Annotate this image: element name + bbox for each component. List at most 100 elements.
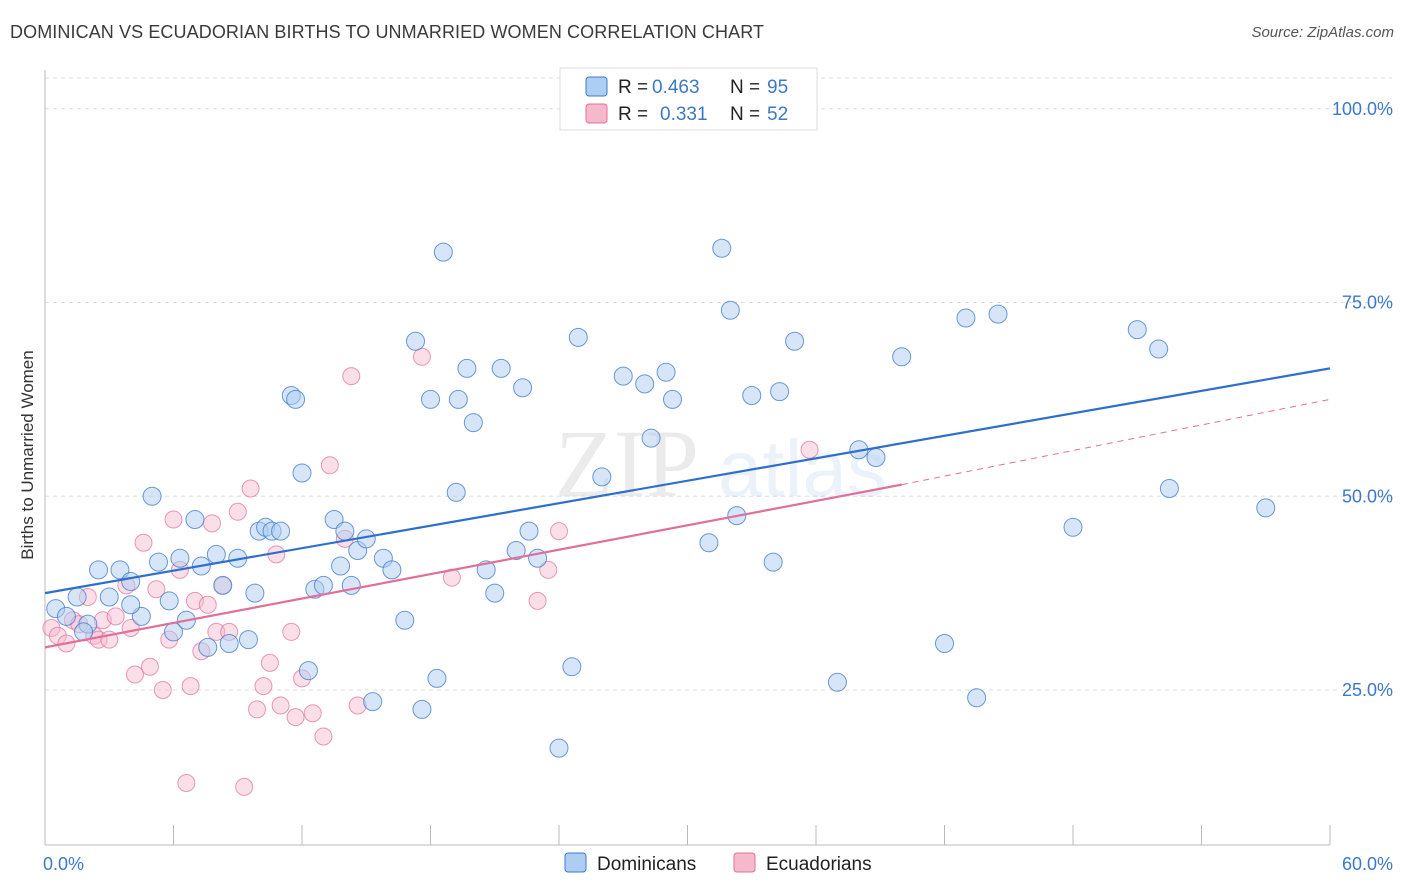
y-tick-label: 25.0%	[1342, 680, 1393, 700]
legend-n-value-2: 52	[767, 104, 788, 125]
ecuadorian-point	[800, 440, 819, 459]
dominican-point	[457, 358, 477, 378]
dominican-point	[446, 482, 466, 502]
ecuadorian-point	[106, 607, 125, 626]
dominican-point	[363, 692, 383, 712]
dominican-point	[245, 583, 265, 603]
ecuadorian-point	[320, 456, 339, 475]
ecuadorian-point	[314, 727, 333, 746]
ecuadorians-trend-line	[44, 483, 902, 649]
y-tick-label: 75.0%	[1342, 293, 1393, 313]
dominican-point	[406, 331, 426, 351]
bottom-legend-swatch-ecuadorians	[733, 852, 756, 873]
dominican-point	[463, 413, 483, 433]
legend-r-value-1: 0.463	[652, 77, 700, 98]
dominican-point	[1063, 517, 1083, 537]
bottom-legend-ecuadorians: Ecuadorians	[766, 854, 872, 875]
dominican-point	[1256, 498, 1276, 518]
ecuadorian-point	[260, 653, 279, 672]
dominican-point	[198, 637, 218, 657]
dominican-point	[1159, 479, 1179, 498]
bottom-legend: Dominicans Ecuadorians	[564, 852, 872, 875]
legend-swatch-dominicans	[585, 76, 608, 97]
dominican-point	[785, 331, 805, 351]
ecuadorian-point	[412, 347, 431, 366]
dominican-point	[956, 308, 976, 328]
dominican-point	[185, 510, 205, 529]
dominican-point	[159, 591, 179, 611]
dominican-point	[967, 688, 987, 708]
dominican-point	[213, 575, 233, 595]
dominican-point	[935, 634, 954, 653]
dominican-point	[238, 630, 258, 650]
ecuadorians-trend-extension	[901, 398, 1331, 486]
dominican-point	[1149, 339, 1169, 359]
ecuadorian-point	[153, 681, 172, 699]
y-tick-labels: 25.0% 50.0% 75.0% 100.0%	[1332, 99, 1393, 700]
ecuadorian-point	[342, 367, 361, 386]
dominican-point	[286, 389, 306, 409]
ecuadorian-point	[134, 533, 153, 552]
dominican-point	[699, 533, 719, 553]
bottom-legend-swatch-dominicans	[564, 852, 587, 873]
dominican-point	[513, 378, 533, 398]
dominican-point	[763, 552, 783, 572]
dominican-point	[720, 300, 740, 320]
dominican-point	[170, 548, 190, 568]
dominican-point	[506, 541, 526, 560]
ecuadorian-point	[286, 708, 305, 727]
dominican-point	[335, 521, 355, 541]
ecuadorian-point	[235, 777, 254, 796]
chart-title: DOMINICAN VS ECUADORIAN BIRTHS TO UNMARR…	[10, 22, 765, 42]
dominican-point	[142, 486, 162, 506]
watermark: ZIP atlas	[555, 410, 887, 517]
dominicans-trend-line	[44, 367, 1331, 595]
dominican-point	[395, 610, 415, 630]
dominican-point	[292, 463, 312, 483]
dominican-point	[549, 738, 569, 758]
dominican-point	[341, 575, 361, 595]
dominican-point	[613, 366, 633, 386]
watermark-atlas: atlas	[718, 424, 887, 513]
dominican-point	[656, 362, 676, 382]
dominican-point	[421, 389, 440, 409]
legend-r-label-1: R =	[618, 77, 648, 98]
dominican-point	[1127, 320, 1147, 340]
y-tick-label: 50.0%	[1342, 486, 1393, 506]
dominican-point	[433, 242, 453, 262]
legend-n-value-1: 95	[767, 77, 788, 98]
dominican-point	[313, 575, 333, 595]
dominican-point	[988, 304, 1008, 324]
legend: R = 0.463 N = 95 R = 0.331 N = 52	[559, 67, 818, 131]
dominican-point	[491, 358, 511, 378]
dominican-point	[562, 657, 582, 677]
ecuadorian-point	[241, 479, 260, 498]
legend-n-label-1: N =	[730, 77, 760, 98]
dominican-point	[770, 382, 790, 402]
dominican-point	[298, 661, 318, 681]
dominican-point	[149, 552, 169, 572]
dominican-point	[866, 448, 886, 467]
ecuadorian-point	[254, 677, 273, 696]
dominican-point	[412, 699, 432, 719]
ecuadorian-point	[125, 665, 144, 684]
ecuadorian-point	[539, 560, 558, 579]
ecuadorian-point	[147, 580, 166, 599]
dominican-point	[99, 587, 119, 607]
dominican-point	[663, 389, 683, 409]
dominican-point	[641, 428, 661, 448]
ecuadorian-point	[248, 700, 267, 719]
dominican-point	[331, 556, 351, 576]
legend-r-value-2: 0.331	[660, 104, 708, 125]
chart-source: Source: ZipAtlas.com	[1251, 24, 1394, 41]
bottom-legend-dominicans: Dominicans	[597, 854, 696, 875]
x-tick-label-min: 0.0%	[43, 854, 84, 874]
ecuadorian-point	[203, 514, 222, 533]
dominican-point	[485, 583, 505, 603]
dominican-point	[67, 587, 87, 607]
y-tick-label: 100.0%	[1332, 99, 1393, 119]
ecuadorian-point	[528, 591, 547, 610]
ecuadorian-point	[271, 696, 290, 715]
dominican-point	[592, 467, 612, 487]
